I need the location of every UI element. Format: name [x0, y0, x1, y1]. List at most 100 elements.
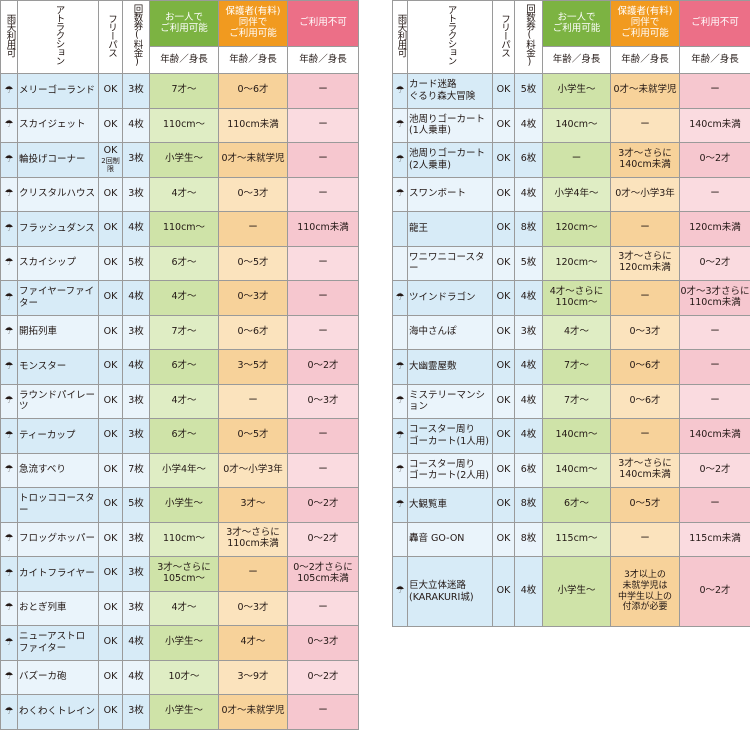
not-allowed-cell: ー [679, 349, 750, 385]
freepass-value: OK [103, 325, 118, 337]
umbrella-icon: ☂ [395, 153, 405, 165]
guardian-cell: 3才以上の 未就学児は 中学生以上の 付添が必要 [610, 556, 680, 627]
attraction-name: 急流すべり [19, 464, 66, 476]
tickets-cell: 4枚 [514, 280, 543, 316]
attraction-name-cell: 大幽霊屋敷 [407, 349, 493, 385]
tickets-cell: 3枚 [122, 176, 150, 212]
umbrella-icon: ☂ [4, 533, 14, 545]
attraction-row: ☂ 急流すべり OK 7枚 小学4年〜 0才〜小学3年ー [0, 452, 359, 488]
alone-cell: 120cm〜 [542, 245, 611, 281]
rain-cell: ☂ [0, 211, 18, 247]
freepass-value: OK [103, 429, 118, 441]
freepass-value: OK [496, 429, 511, 441]
attraction-row: ☂ スカイジェット OK 4枚 110cm〜 110cm未満ー [0, 107, 359, 143]
freepass-value: OK [103, 670, 118, 682]
freepass-cell: OK [492, 349, 515, 385]
attraction-name: ミステリーマンション [409, 389, 486, 413]
alone-cell: 小学生〜 [542, 556, 611, 627]
attraction-name: ツインドラゴン [409, 291, 476, 303]
attraction-row: ☂ クリスタルハウス OK 3枚 4才〜 0〜3才ー [0, 176, 359, 212]
subheader-row: 年齢／身長 年齢／身長 年齢／身長 [1, 46, 359, 74]
rain-cell: ☂ [392, 73, 408, 109]
not-allowed-cell: ー [287, 694, 359, 730]
freepass-value: OK [103, 187, 118, 199]
attraction-row: ☂ 大幽霊屋敷 OK 4枚 7才〜 0〜6才ー [392, 349, 750, 385]
tickets-cell: 5枚 [514, 73, 543, 109]
freepass-value: OK [103, 222, 118, 234]
alone-cell: 7才〜 [149, 73, 219, 109]
attraction-name-cell: 大観覧車 [407, 487, 493, 523]
attraction-name-cell: 輪投げコーナー [17, 142, 99, 178]
attraction-name-cell: スワンボート [407, 176, 493, 212]
alone-cell: 6才〜 [149, 349, 219, 385]
freepass-cell: OK [492, 280, 515, 316]
guardian-header: 保護者(有料) 同伴で ご利用可能 [218, 0, 288, 47]
attraction-name: バズーカ砲 [19, 671, 67, 683]
age-height-subheader: 年齢／身長 [610, 46, 680, 74]
umbrella-icon: ☂ [4, 671, 14, 683]
freepass-value: OK [496, 84, 511, 96]
umbrella-icon: ☂ [395, 498, 405, 510]
freepass-value: OK [103, 601, 118, 613]
attraction-name: フラッシュダンス [19, 222, 95, 234]
not-allowed-cell: ー [679, 383, 750, 419]
attraction-row: ☂ 輪投げコーナー OK 2回制限 3枚 小学生〜 0才〜未就学児ー [0, 142, 359, 178]
attraction-name-cell: ファイヤーファイター [17, 280, 99, 316]
guardian-cell: 3才〜さらに 110cm未満 [218, 521, 288, 557]
attraction-name-cell: ワニワニコースター [407, 245, 493, 281]
guardian-cell: 0〜3才 [610, 314, 680, 350]
freepass-value: OK [103, 118, 118, 130]
rain-cell: ☂ [0, 245, 18, 281]
attraction-row: ☂ 巨大立体迷路 (KARAKURI城) OK 4枚 小学生〜 3才以上の 未就学児は 中… [392, 556, 750, 627]
rain-cell: ☂ [0, 107, 18, 143]
guardian-cell: ー [610, 280, 680, 316]
freepass-cell: OK [492, 73, 515, 109]
attraction-name: スカイシップ [19, 257, 77, 269]
attraction-row: ☂ 大観覧車 OK 8枚 6才〜 0〜5才ー [392, 487, 750, 523]
attraction-name-cell: メリーゴーランド [17, 73, 99, 109]
freepass-cell: OK [492, 142, 515, 178]
umbrella-icon: ☂ [4, 222, 14, 234]
attraction-name-cell: コースター周り ゴーカート(2人用) [407, 452, 493, 488]
umbrella-icon: ☂ [395, 429, 405, 441]
not-allowed-cell: ー [287, 245, 359, 281]
tickets-cell: 5枚 [514, 245, 543, 281]
not-allowed-cell: ー [287, 452, 359, 488]
alone-cell: 4才〜 [149, 176, 219, 212]
umbrella-icon: ☂ [4, 602, 14, 614]
umbrella-icon: ☂ [4, 257, 14, 269]
attraction-name: 池周りゴーカート (1人乗車) [409, 113, 486, 137]
not-allowed-header: ご利用不可 [679, 0, 750, 47]
rain-cell: ☂ [0, 521, 18, 557]
not-allowed-cell: 120cm未満 [679, 211, 750, 247]
freepass-value: OK [496, 463, 511, 475]
alone-cell: 140cm〜 [542, 418, 611, 454]
attraction-name-cell: ニューアストロ ファイター [17, 625, 99, 661]
tickets-cell: 3枚 [122, 521, 150, 557]
freepass-cell: OK [492, 383, 515, 419]
attraction-name: ラウンドパイレーツ [19, 389, 96, 413]
not-allowed-cell: ー [287, 107, 359, 143]
umbrella-icon: ☂ [4, 84, 14, 96]
rain-cell: ☂ [0, 176, 18, 212]
not-allowed-cell: 115cm未満 [679, 521, 750, 557]
tickets-cell: 4枚 [122, 211, 150, 247]
guardian-cell: 0〜6才 [610, 383, 680, 419]
guardian-cell: 0〜3才 [218, 280, 288, 316]
guardian-cell: 110cm未満 [218, 107, 288, 143]
guardian-cell: 0才〜未就学児 [610, 73, 680, 109]
tickets-cell: 3枚 [122, 556, 150, 592]
attraction-name: ニューアストロ ファイター [19, 631, 86, 654]
umbrella-icon: ☂ [4, 291, 14, 303]
rain-cell: ☂ [392, 556, 408, 627]
umbrella-icon: ☂ [4, 429, 14, 441]
attraction-name-cell: 龍王 [407, 211, 493, 247]
attraction-row: ☂ メリーゴーランド OK 3枚 7才〜 0〜6才ー [0, 73, 359, 109]
attraction-name: 大幽霊屋敷 [409, 360, 457, 372]
attraction-header-text: アトラクション [53, 5, 65, 65]
tickets-header-text: 回数券(料金) [131, 3, 143, 67]
attraction-row: ☂ スワンボート OK 4枚 小学4年〜 0才〜小学3年ー [392, 176, 750, 212]
guardian-cell: 3才〜さらに 140cm未満 [610, 142, 680, 178]
rain-header: 雨天利用可 [392, 0, 408, 74]
not-allowed-cell: ー [679, 176, 750, 212]
